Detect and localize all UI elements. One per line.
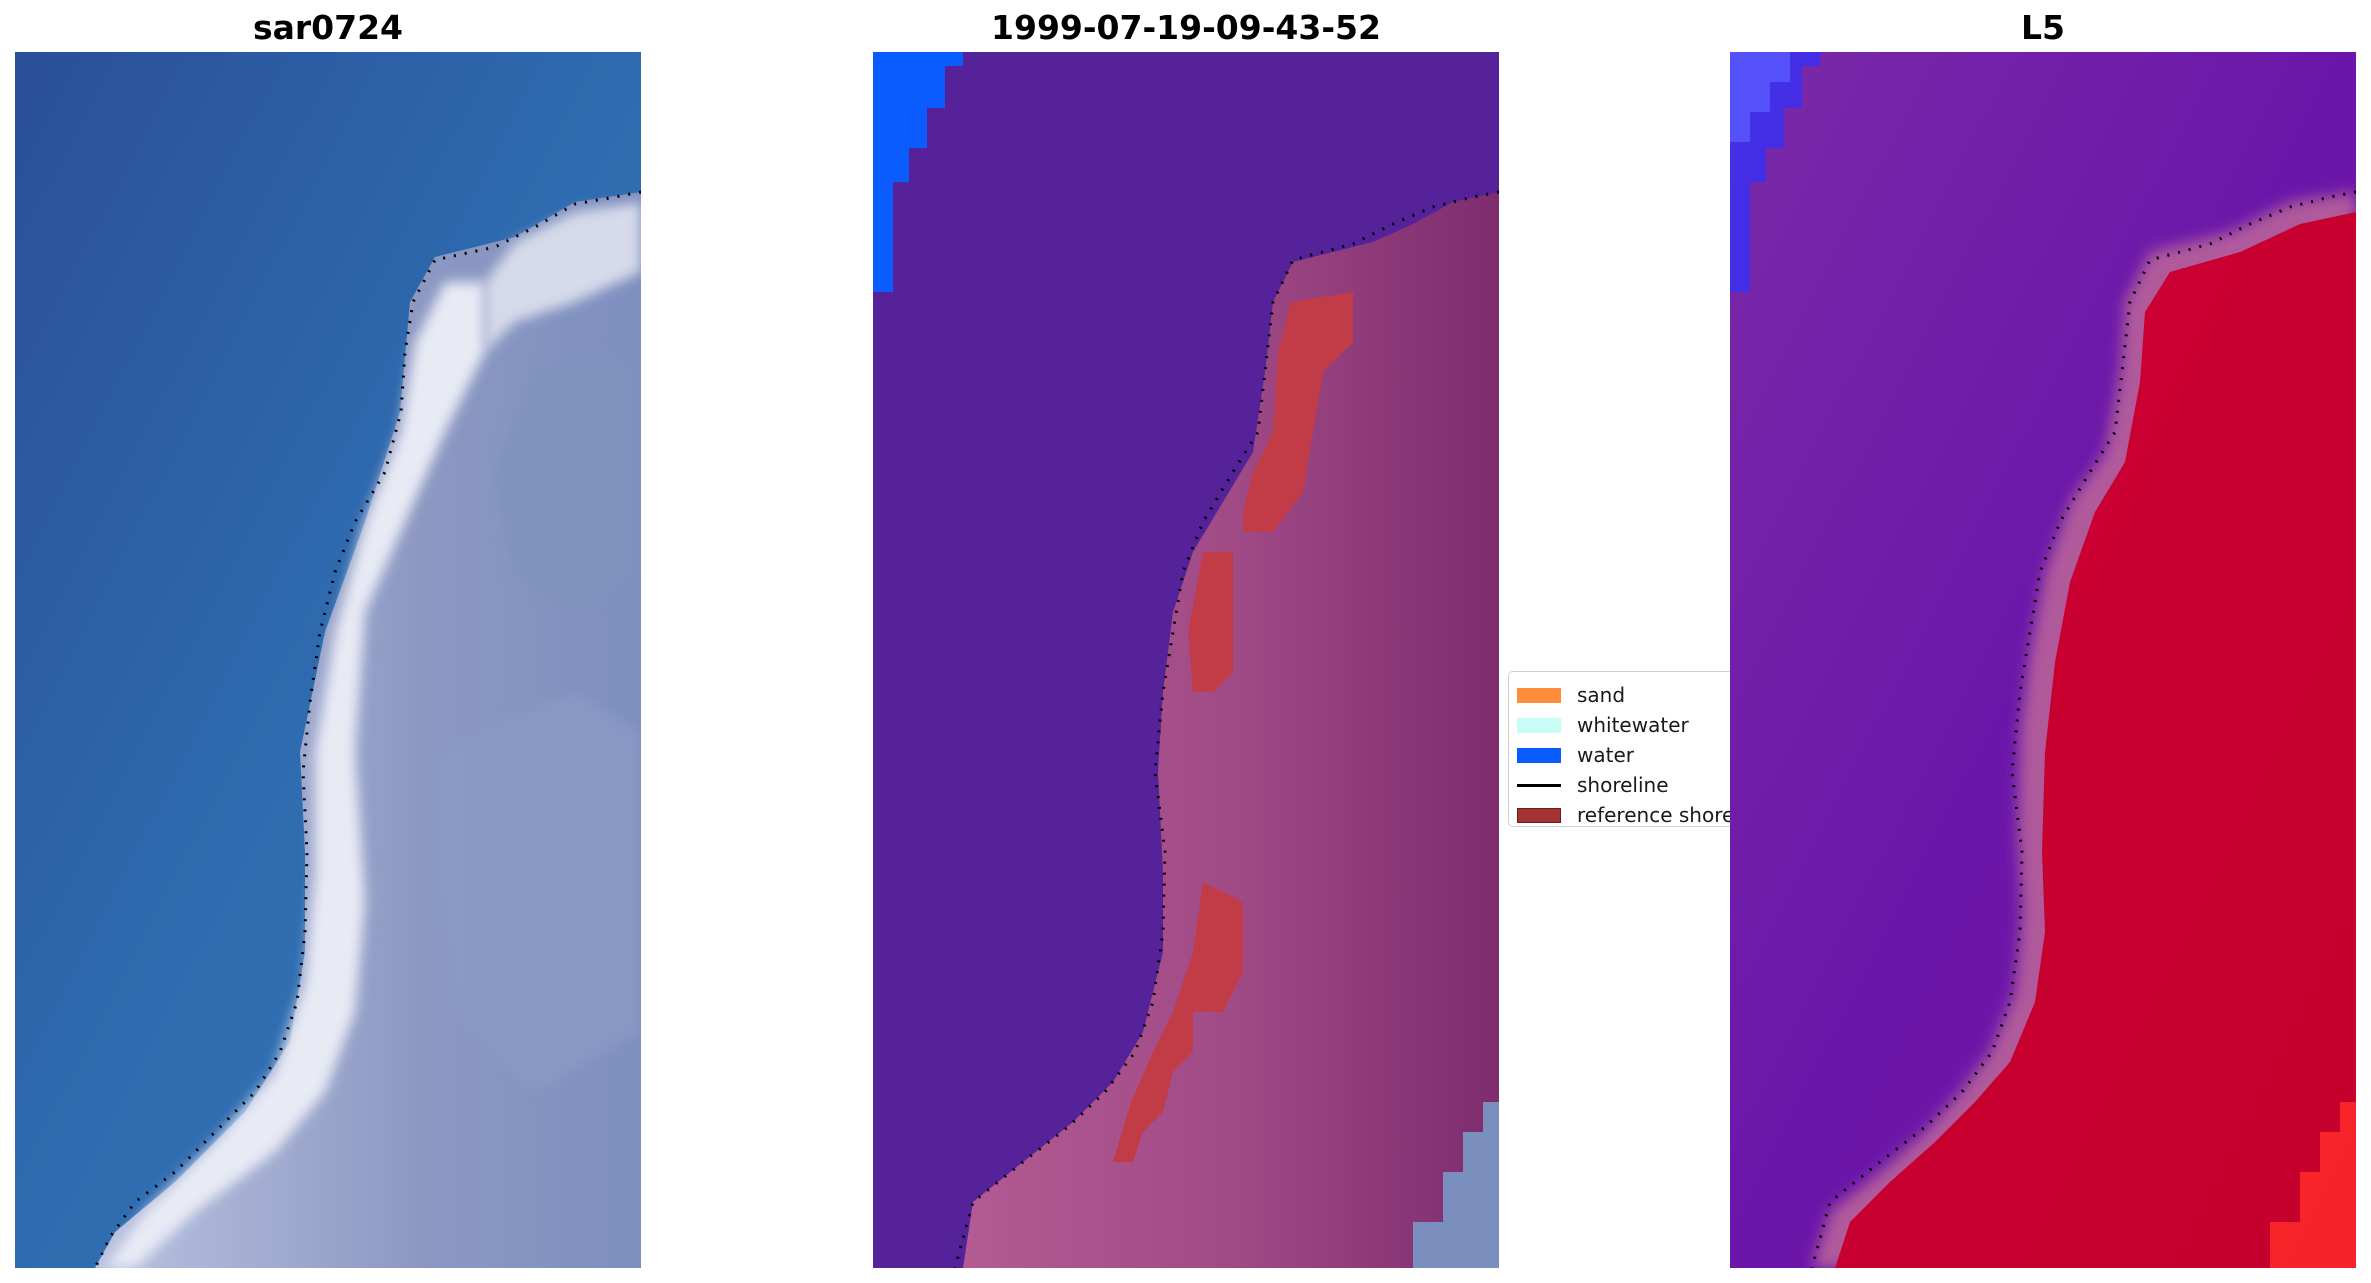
rgb-panel-title: sar0724 <box>252 8 404 47</box>
land-edge-region <box>1413 1102 1499 1268</box>
rgb-image <box>15 52 641 1268</box>
legend-label: water <box>1577 743 1634 767</box>
legend-item-water: water <box>1517 742 1634 768</box>
legend-label: shoreline <box>1577 773 1669 797</box>
legend-item-whitewater: whitewater <box>1517 712 1689 738</box>
classification-panel <box>873 52 1499 1268</box>
reference-shoreline-region <box>1113 882 1243 1162</box>
legend-item-reference-shoreline: reference shoreline <box>1517 802 1730 827</box>
reference-shoreline-region <box>1188 552 1233 692</box>
legend: sand whitewater water shoreline referenc… <box>1508 671 1730 827</box>
index-image <box>1730 52 2356 1268</box>
classification-panel-title: 1999-07-19-09-43-52 <box>991 8 1381 47</box>
legend-item-shoreline: shoreline <box>1517 772 1669 798</box>
index-panel <box>1730 52 2356 1268</box>
legend-label: sand <box>1577 683 1626 707</box>
legend-label: whitewater <box>1577 713 1689 737</box>
shoreline-line-swatch <box>1517 783 1561 787</box>
water-class-region <box>873 52 963 292</box>
reference-shoreline-region <box>1243 292 1353 532</box>
index-panel-title: L5 <box>2021 8 2065 47</box>
reference-shoreline-swatch <box>1517 807 1561 823</box>
water-swatch <box>1517 747 1561 763</box>
legend-item-sand: sand <box>1517 682 1625 708</box>
sand-swatch <box>1517 687 1561 703</box>
rgb-image-panel <box>15 52 641 1268</box>
classification-image <box>873 52 1499 1268</box>
whitewater-swatch <box>1517 717 1561 733</box>
legend-label: reference shoreline <box>1577 803 1730 827</box>
